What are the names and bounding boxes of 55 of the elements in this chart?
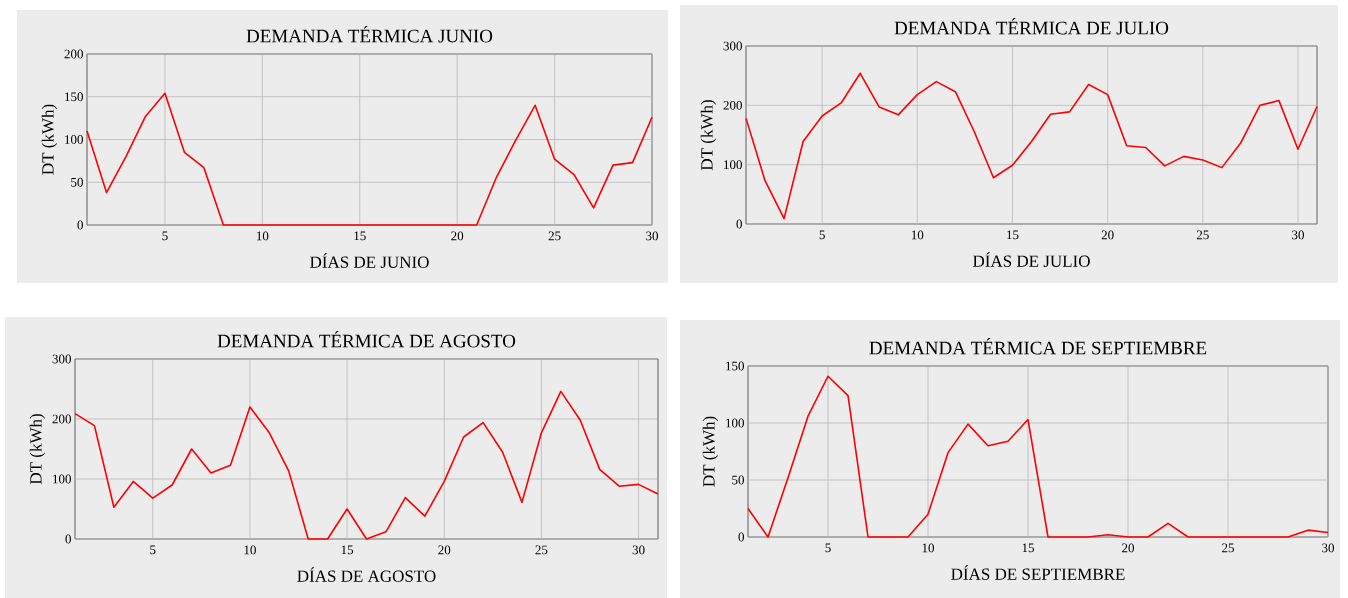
x-tick-label: 20 — [1122, 543, 1135, 553]
y-axis-title: DT (kWh) — [702, 416, 719, 487]
x-axis-title: DÍAS DE JUNIO — [310, 253, 429, 268]
x-axis-title: DÍAS DE JULIO — [972, 252, 1090, 267]
y-tick-label: 0 — [738, 532, 744, 542]
x-tick-label: 30 — [1322, 543, 1335, 553]
x-tick-label: 20 — [451, 231, 464, 241]
x-tick-label: 10 — [922, 543, 935, 553]
y-tick-label: 0 — [77, 220, 83, 230]
y-tick-label: 100 — [726, 418, 744, 428]
x-tick-label: 10 — [911, 230, 924, 240]
x-tick-label: 15 — [1007, 230, 1019, 240]
y-axis-title: DT (kWh) — [41, 104, 58, 175]
x-tick-label: 5 — [825, 543, 831, 553]
x-tick-label: 15 — [354, 231, 366, 241]
x-tick-label: 30 — [646, 231, 659, 241]
y-axis-title: DT (kWh) — [29, 414, 46, 485]
y-tick-label: 50 — [732, 475, 744, 485]
y-tick-label: 300 — [723, 41, 742, 51]
x-tick-label: 25 — [1222, 543, 1234, 553]
y-tick-label: 200 — [723, 100, 742, 110]
x-tick-label: 20 — [1101, 230, 1114, 240]
y-tick-label: 50 — [71, 177, 83, 187]
chart-title: DEMANDA TÉRMICA DE JULIO — [894, 17, 1169, 35]
x-axis-title: DÍAS DE SEPTIEMBRE — [951, 565, 1125, 580]
y-axis-title: DT (kWh) — [700, 100, 717, 171]
x-tick-label: 5 — [150, 545, 156, 555]
y-tick-label: 300 — [52, 354, 71, 364]
x-tick-label: 15 — [341, 545, 354, 555]
y-tick-label: 100 — [724, 160, 742, 170]
chart-title: DEMANDA TÉRMICA DE AGOSTO — [217, 330, 516, 348]
x-tick-label: 30 — [632, 545, 645, 555]
y-tick-label: 200 — [52, 414, 71, 424]
y-tick-label: 0 — [65, 534, 71, 544]
y-tick-label: 100 — [53, 474, 71, 484]
chart-title: DEMANDA TÉRMICA DE SEPTIEMBRE — [869, 337, 1207, 355]
x-tick-label: 5 — [819, 230, 825, 240]
chart-title: DEMANDA TÉRMICA JUNIO — [246, 25, 493, 43]
y-tick-label: 150 — [726, 361, 744, 371]
x-axis-title: DÍAS DE AGOSTO — [297, 567, 436, 582]
line-series — [745, 72, 1318, 220]
y-tick-label: 200 — [64, 49, 83, 59]
x-tick-label: 10 — [244, 545, 256, 555]
x-tick-label: 5 — [162, 231, 168, 241]
x-tick-label: 15 — [1022, 543, 1034, 553]
y-tick-label: 100 — [65, 135, 83, 144]
x-tick-label: 25 — [1196, 230, 1209, 240]
y-tick-label: 0 — [736, 219, 742, 229]
x-tick-label: 10 — [257, 231, 269, 241]
x-tick-label: 30 — [1292, 230, 1304, 240]
x-tick-label: 25 — [548, 231, 561, 241]
y-tick-label: 150 — [65, 92, 83, 102]
x-tick-label: 25 — [535, 545, 548, 555]
line-series — [74, 390, 659, 540]
x-tick-label: 20 — [438, 545, 451, 555]
